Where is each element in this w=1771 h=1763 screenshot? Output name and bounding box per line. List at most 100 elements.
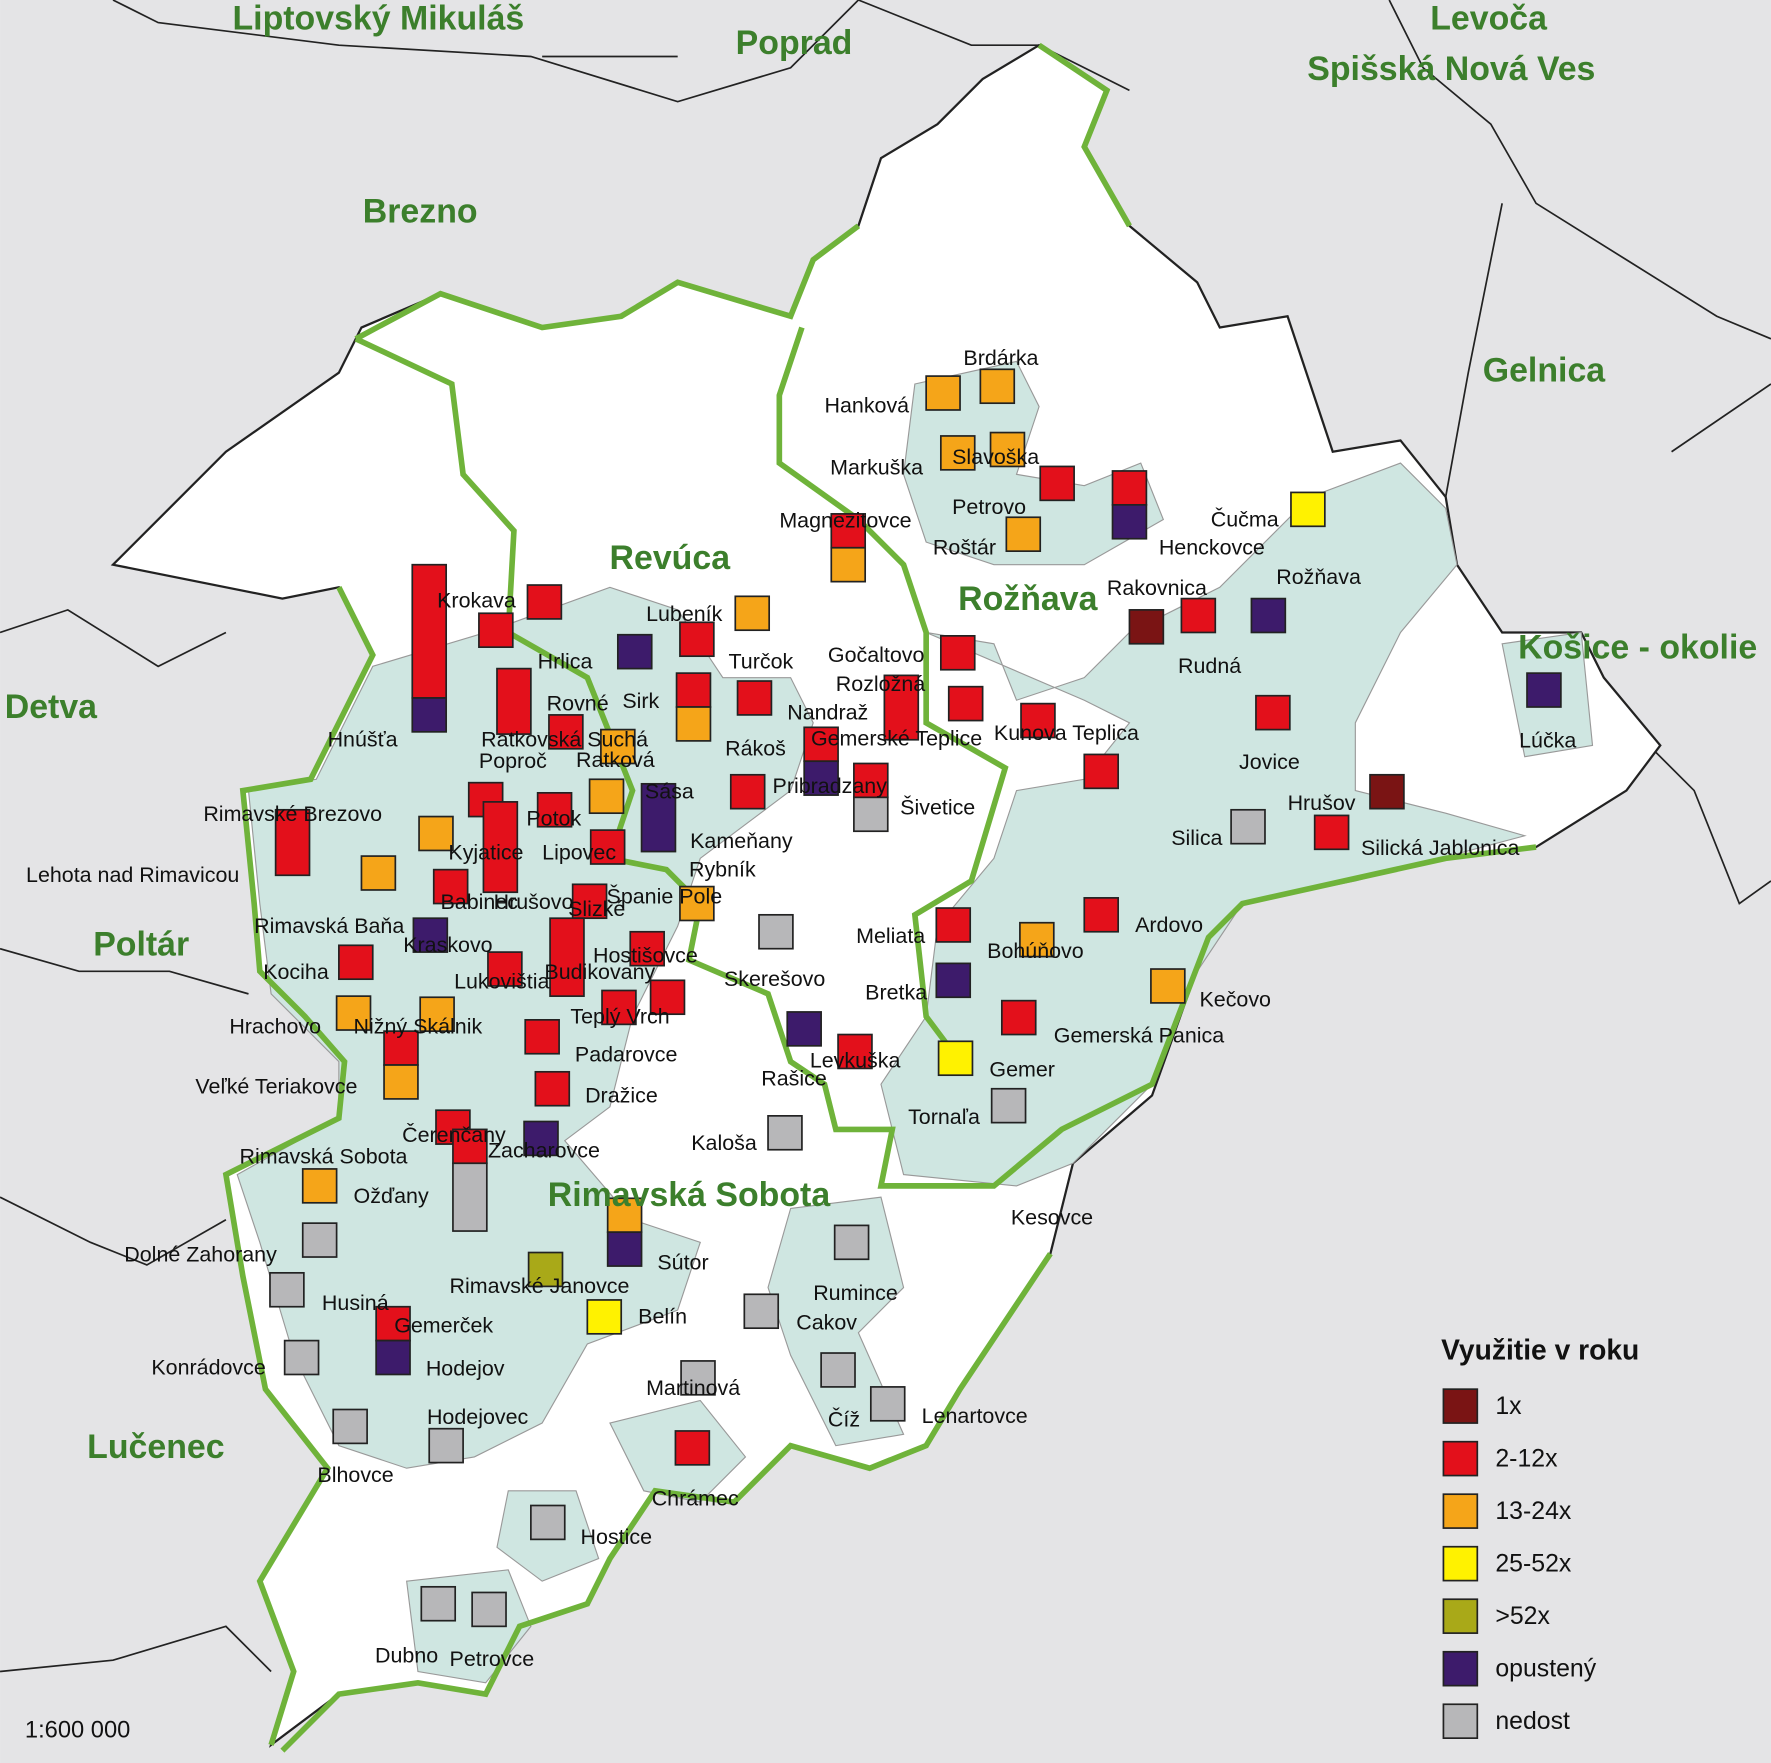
legend-label: 1x	[1495, 1393, 1522, 1420]
marker	[1526, 672, 1562, 708]
municipality-label: Kyjatice	[448, 841, 523, 865]
municipality-label: Hodejovec	[427, 1405, 529, 1429]
marker	[274, 808, 311, 877]
marker	[548, 714, 584, 750]
municipality-label: Silická Jablonica	[1361, 836, 1520, 860]
municipality-label: Belín	[638, 1305, 687, 1329]
labels: Liptovský Mikuláš Poprad Levoča Spišská Nov…	[5, 0, 1757, 1671]
region-label: Lučenec	[87, 1428, 224, 1466]
municipality-label: Kraskovo	[403, 933, 492, 957]
municipality-label: Brdárka	[963, 346, 1038, 370]
legend-swatch	[1442, 1650, 1479, 1687]
marker	[1083, 897, 1120, 933]
region-label: Rožňava	[958, 580, 1098, 618]
marker	[301, 1168, 338, 1204]
marker	[571, 883, 608, 920]
marker	[420, 1585, 457, 1622]
municipality-label: Husiná	[322, 1291, 389, 1315]
marker	[527, 1251, 564, 1288]
municipality-label: Konrádovce	[151, 1356, 265, 1380]
municipality-label: Čerenčany	[402, 1122, 506, 1147]
municipality-label: Bretka	[865, 981, 927, 1005]
municipality-label: Meliata	[856, 924, 925, 948]
marker	[375, 1339, 411, 1376]
marker	[524, 1019, 560, 1055]
municipality-label: Lukovištia	[454, 969, 549, 993]
municipality-label: Nandraž	[787, 700, 868, 724]
marker	[1313, 814, 1350, 851]
marker	[1290, 491, 1326, 528]
legend-swatch	[1442, 1703, 1479, 1740]
municipality-label: Lubeník	[646, 602, 723, 626]
region-label: Brezno	[363, 192, 478, 230]
marker	[549, 917, 585, 997]
marker	[588, 778, 625, 815]
municipality-label: Sútor	[657, 1250, 708, 1274]
region-label: Revúca	[610, 539, 732, 577]
marker	[478, 612, 514, 648]
area-south	[406, 631, 1594, 1684]
municipality-label: Rašice	[761, 1066, 827, 1090]
marker	[937, 1040, 974, 1077]
marker	[523, 1120, 559, 1157]
legend-label: nedost	[1495, 1708, 1570, 1735]
municipality-label: Hrachovo	[229, 1014, 321, 1038]
marker	[383, 1030, 419, 1066]
marker	[803, 760, 839, 796]
marker	[830, 513, 867, 549]
municipality-label: Hrušov	[1288, 791, 1356, 815]
region-label: Poprad	[736, 24, 853, 62]
marker	[820, 1352, 856, 1388]
marker	[534, 1070, 571, 1107]
legend-label: opustený	[1495, 1655, 1596, 1682]
municipality-label: Gemerská Panica	[1054, 1023, 1224, 1047]
region-label: Detva	[5, 688, 98, 726]
marker	[758, 913, 794, 950]
marker	[736, 680, 773, 716]
municipality-label: Rovné	[547, 691, 609, 715]
legend-label: 25-52x	[1495, 1550, 1572, 1577]
legend-swatch	[1442, 1598, 1479, 1634]
municipality-label: Babinec	[441, 890, 519, 914]
marker	[833, 1224, 870, 1261]
district-boundaries	[222, 42, 1537, 1753]
marker	[939, 435, 976, 471]
marker	[536, 791, 573, 828]
marker	[1250, 597, 1287, 634]
municipality-label: Dražice	[585, 1083, 658, 1107]
marker	[679, 885, 715, 922]
marker	[1083, 753, 1120, 790]
neighbor-boundaries	[0, 0, 1771, 1673]
marker	[674, 1430, 711, 1466]
marker	[432, 868, 469, 905]
marker	[1039, 465, 1075, 502]
municipality-label: Pribradzany	[773, 774, 888, 798]
marker	[649, 979, 686, 1016]
marker	[925, 375, 961, 411]
marker	[990, 1087, 1027, 1124]
municipality-label: Šivetice	[900, 794, 975, 819]
marker	[332, 1408, 368, 1445]
municipality-label: Padarovce	[575, 1043, 678, 1067]
legend-label: 13-24x	[1495, 1498, 1572, 1525]
municipality-label: Tornaľa	[908, 1105, 980, 1129]
legend-label: 2-12x	[1495, 1445, 1558, 1472]
municipality-label: Martinová	[646, 1376, 740, 1400]
marker	[767, 1115, 803, 1151]
municipality-label: Henckovce	[1159, 536, 1265, 560]
municipality-label: Slizké	[568, 897, 625, 921]
marker	[360, 855, 397, 891]
municipality-label: Rákoš	[725, 737, 786, 761]
marker	[935, 907, 972, 943]
marker	[301, 1222, 338, 1258]
marker	[487, 951, 523, 987]
municipality-label: Roštár	[933, 536, 996, 560]
marker	[675, 672, 712, 708]
municipality-label: Hostice	[581, 1525, 652, 1549]
area-north	[902, 360, 1165, 566]
municipality-label: Španie Pole	[607, 884, 723, 909]
municipality-label: Silica	[1171, 826, 1222, 850]
marker	[803, 726, 839, 763]
municipality-label: Zacharovce	[488, 1139, 600, 1163]
region-label: Košice - okolie	[1518, 628, 1757, 666]
